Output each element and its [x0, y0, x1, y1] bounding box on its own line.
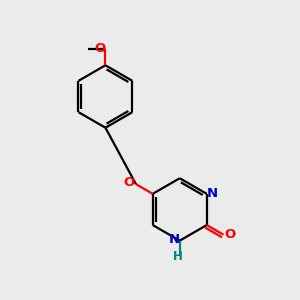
Text: N: N	[206, 187, 218, 200]
Text: O: O	[124, 176, 135, 189]
Text: O: O	[224, 228, 236, 241]
Text: O: O	[94, 42, 106, 56]
Text: H: H	[173, 250, 183, 263]
Text: N: N	[169, 233, 180, 246]
